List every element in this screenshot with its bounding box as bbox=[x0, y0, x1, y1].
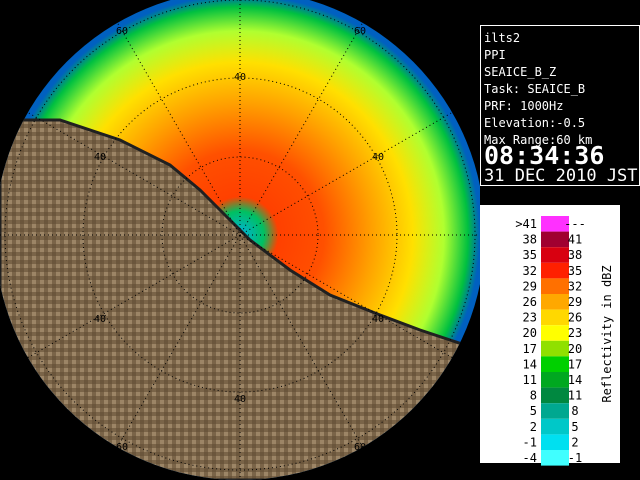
info-line: PPI bbox=[484, 48, 506, 62]
legend-swatch bbox=[541, 262, 569, 279]
ring-label: 40 bbox=[234, 394, 246, 405]
info-line: PRF: 1000Hz bbox=[484, 99, 563, 113]
info-line: SEAICE_B_Z bbox=[484, 65, 556, 79]
info-line: ilts2 bbox=[484, 31, 520, 45]
legend-swatch bbox=[541, 340, 569, 357]
legend-low: 29 bbox=[523, 279, 537, 293]
ring-label: 40 bbox=[372, 152, 384, 163]
legend-low: -1 bbox=[523, 435, 537, 449]
legend-swatch bbox=[541, 216, 569, 232]
legend-low: 20 bbox=[523, 326, 537, 340]
ring-label: 60 bbox=[354, 442, 366, 453]
legend-high: 17 bbox=[568, 357, 582, 371]
legend-swatch bbox=[541, 403, 569, 419]
legend-swatch bbox=[541, 294, 569, 310]
ring-label: 40 bbox=[94, 314, 106, 325]
legend-high: 32 bbox=[568, 279, 582, 293]
legend-low: 2 bbox=[530, 420, 537, 434]
ring-label: 60 bbox=[116, 26, 128, 37]
legend-low: 11 bbox=[523, 373, 537, 387]
info-panel bbox=[480, 25, 640, 186]
legend-low: 32 bbox=[523, 264, 537, 278]
ring-label: 60 bbox=[116, 442, 128, 453]
legend-swatch bbox=[541, 278, 569, 294]
legend-high: 5 bbox=[571, 420, 578, 434]
ring-labels: 60 60 40 40 40 40 40 40 60 60 bbox=[94, 26, 384, 453]
legend-swatch bbox=[541, 309, 569, 326]
legend-high: 38 bbox=[568, 248, 582, 262]
legend-swatch bbox=[541, 418, 569, 435]
legend-high: 2 bbox=[571, 435, 578, 449]
ring-label: 40 bbox=[372, 314, 384, 325]
info-line: Task: SEAICE_B bbox=[484, 82, 585, 96]
date: 31 DEC 2010 JST bbox=[484, 166, 638, 186]
ring-label: 60 bbox=[354, 26, 366, 37]
legend-low: 23 bbox=[523, 311, 537, 325]
legend-swatch bbox=[541, 356, 569, 372]
range-rings bbox=[0, 0, 480, 480]
legend-high: 20 bbox=[568, 342, 582, 356]
info-text: ilts2 PPI SEAICE_B_Z Task: SEAICE_B PRF: 100… bbox=[484, 31, 592, 147]
legend-swatch bbox=[541, 434, 569, 450]
legend-high: 29 bbox=[568, 295, 582, 309]
legend-high: 14 bbox=[568, 373, 582, 387]
legend-low: 26 bbox=[523, 295, 537, 309]
info-line: Max Range:60 km bbox=[484, 133, 592, 147]
legend-high: 11 bbox=[568, 389, 582, 403]
legend-high: 35 bbox=[568, 264, 582, 278]
legend-low: -4 bbox=[523, 451, 537, 465]
legend-high: 23 bbox=[568, 326, 582, 340]
legend-low: 5 bbox=[530, 404, 537, 418]
ring-label: 40 bbox=[234, 72, 246, 83]
info-line: Elevation:-0.5 bbox=[484, 116, 585, 130]
ring-label: 40 bbox=[94, 152, 106, 163]
legend-low: 8 bbox=[530, 389, 537, 403]
legend-low: >41 bbox=[515, 217, 537, 231]
legend-low: 14 bbox=[523, 357, 537, 371]
legend-swatch bbox=[541, 231, 569, 248]
legend-title: Reflectivity in dBZ bbox=[600, 265, 614, 402]
legend-low: 38 bbox=[523, 233, 537, 247]
legend-swatch bbox=[541, 372, 569, 388]
legend-high: -1 bbox=[568, 451, 582, 465]
legend-low: 35 bbox=[523, 248, 537, 262]
legend-high: 41 bbox=[568, 233, 582, 247]
legend-swatch bbox=[541, 325, 569, 341]
legend-swatch bbox=[541, 247, 569, 263]
legend-low: 17 bbox=[523, 342, 537, 356]
legend-high: 26 bbox=[568, 311, 582, 325]
time: 08:34:36 bbox=[484, 141, 604, 170]
legend-swatch bbox=[541, 450, 569, 466]
legend-swatch bbox=[541, 387, 569, 404]
legend-high: 8 bbox=[571, 404, 578, 418]
legend-high: --- bbox=[564, 217, 586, 231]
